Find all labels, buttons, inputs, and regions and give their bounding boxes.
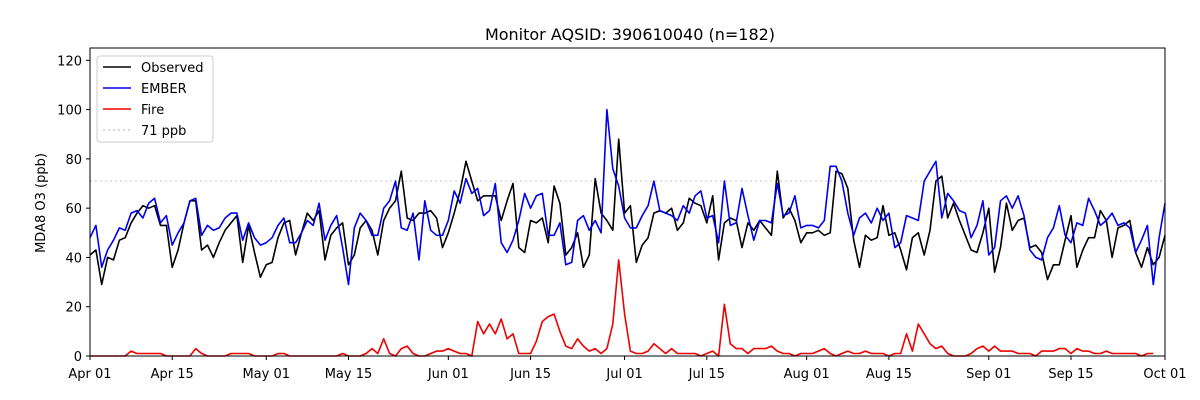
y-tick-label: 40 xyxy=(65,251,82,266)
y-tick-label: 80 xyxy=(65,153,82,168)
x-tick-label: Jun 01 xyxy=(427,367,469,382)
legend-label: EMBER xyxy=(141,82,187,97)
x-tick-label: May 01 xyxy=(242,367,290,382)
legend-label: Fire xyxy=(141,103,164,118)
axes-layer: 0 20 40 60 80 100 120 Apr 01 Apr 15 May 01 May 15 J… xyxy=(57,47,1187,382)
legend-box xyxy=(96,55,214,143)
y-tick-label: 60 xyxy=(65,202,82,217)
y-tick-label: 0 xyxy=(74,350,82,365)
x-tick-label: May 15 xyxy=(325,367,373,382)
plot-area xyxy=(90,48,1165,356)
series-line-ember xyxy=(89,108,1166,286)
x-tick-label: Apr 15 xyxy=(151,367,194,382)
plot-background xyxy=(90,48,1165,356)
chart-title: Monitor AQSID: 390610040 (n=182) xyxy=(485,25,775,44)
legend-label: 71 ppb xyxy=(141,124,186,139)
y-tick-label: 120 xyxy=(57,54,82,69)
x-tick-label: Jul 15 xyxy=(688,367,725,382)
x-tick-label: Oct 01 xyxy=(1143,367,1186,382)
y-axis-label: MDA8 O3 (ppb) xyxy=(34,153,49,253)
x-tick-label: Jul 01 xyxy=(605,367,642,382)
x-tick-label: Apr 01 xyxy=(68,367,111,382)
legend-label: Observed xyxy=(141,61,204,76)
x-tick-label: Aug 01 xyxy=(784,367,830,382)
legend: Observed EMBER Fire 71 ppb xyxy=(96,55,214,143)
x-tick-label: Jun 15 xyxy=(509,367,551,382)
x-tick-label: Sep 15 xyxy=(1048,367,1093,382)
series-line-observed xyxy=(89,138,1166,286)
x-tick-label: Sep 01 xyxy=(966,367,1011,382)
axes-frame xyxy=(89,47,1166,357)
x-tick-label: Aug 15 xyxy=(866,367,912,382)
y-tick-label: 20 xyxy=(65,301,82,316)
y-tick-label: 100 xyxy=(57,104,82,119)
